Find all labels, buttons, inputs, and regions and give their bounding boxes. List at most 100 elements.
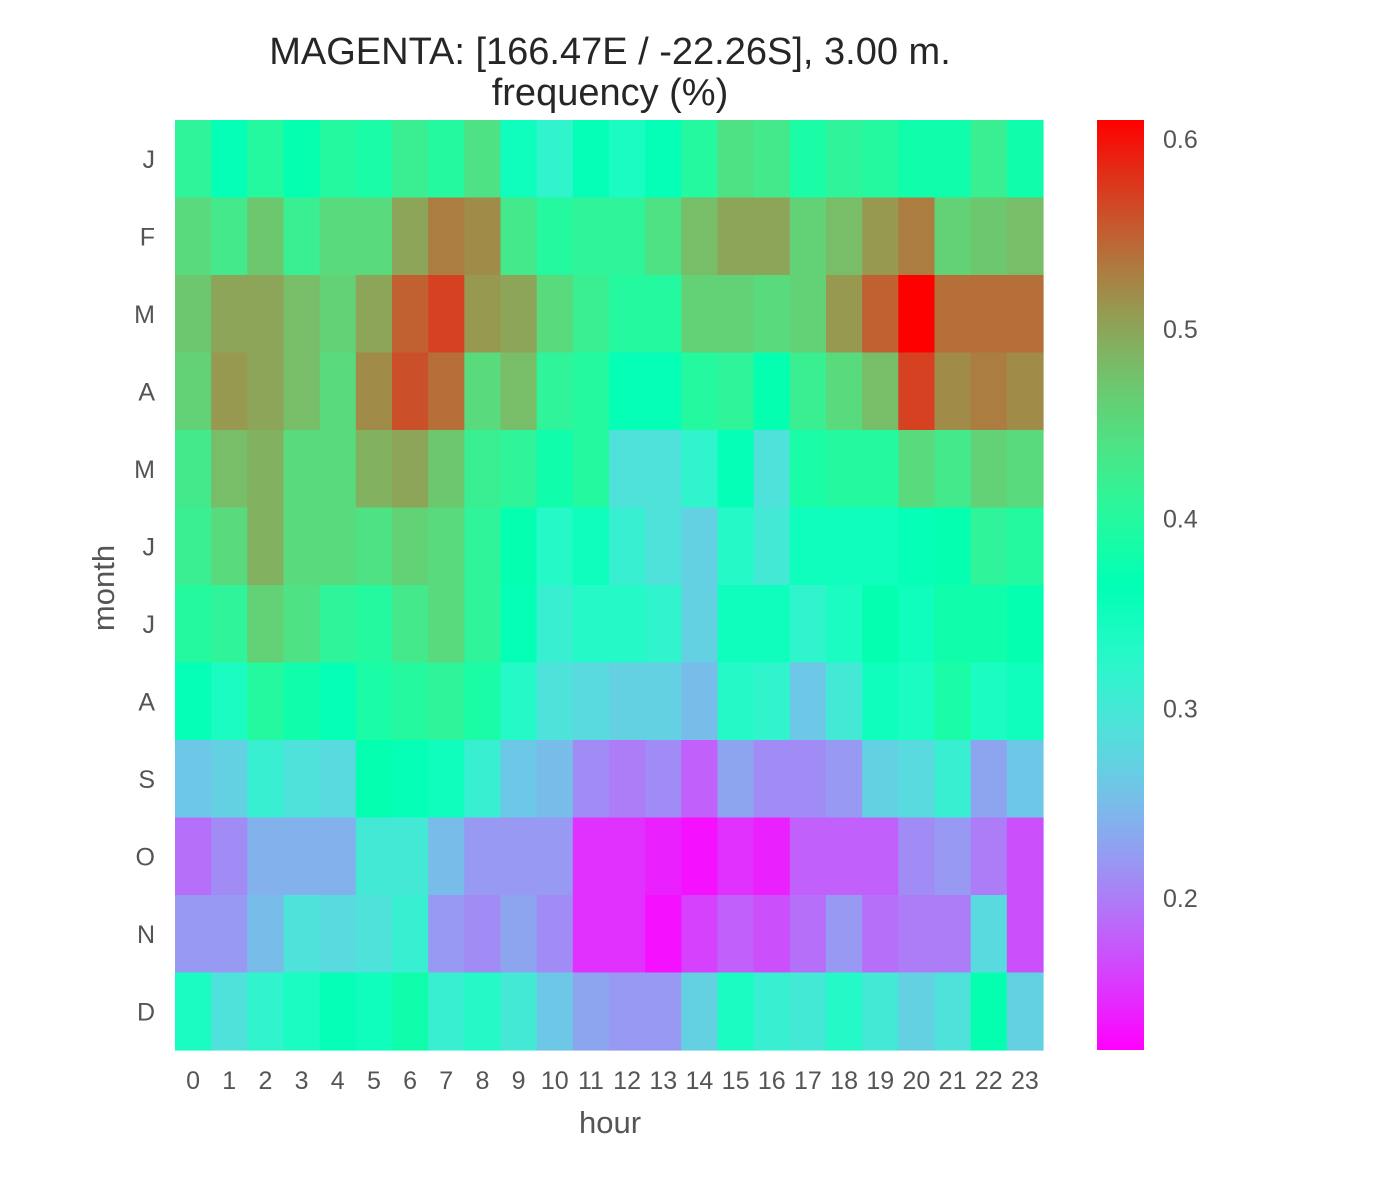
heatmap-cell xyxy=(572,817,610,896)
heatmap-cell xyxy=(319,817,357,896)
heatmap-cell xyxy=(283,352,321,431)
heatmap-cell xyxy=(717,275,755,354)
heatmap-cell xyxy=(211,817,248,896)
heatmap-cell xyxy=(464,817,502,896)
y-tick-label: D xyxy=(137,998,155,1026)
heatmap-cell xyxy=(536,275,574,354)
x-tick-label: 3 xyxy=(295,1067,309,1095)
x-tick-labels: 0 1 2 3 4 5 6 7 8 9 10 11 12 13 14 15 16 17 18 19 20 21 22 23 xyxy=(186,1067,1039,1095)
x-tick-label: 9 xyxy=(512,1067,526,1095)
x-tick-label: 0 xyxy=(186,1067,200,1095)
x-tick-label: 20 xyxy=(903,1067,931,1095)
heatmap-cell xyxy=(536,585,574,664)
heatmap-cell xyxy=(789,197,827,276)
heatmap-cell xyxy=(717,972,755,1051)
heatmap-cell xyxy=(609,120,646,199)
heatmap-cell xyxy=(898,972,936,1051)
heatmap-cell xyxy=(428,352,465,431)
heatmap-cell xyxy=(572,662,610,741)
heatmap-cell xyxy=(175,740,212,819)
heatmap-cell xyxy=(681,895,719,974)
heatmap-cell xyxy=(211,352,248,431)
heatmap-cell xyxy=(1006,895,1044,974)
chart-title: MAGENTA: [166.47E / -22.26S], 3.00 m. xyxy=(269,31,951,73)
heatmap-cell xyxy=(862,972,899,1051)
heatmap-cell xyxy=(717,197,755,276)
heatmap-cell xyxy=(211,972,248,1051)
heatmap-cell xyxy=(355,275,393,354)
heatmap-cell xyxy=(717,120,755,199)
y-tick-label: J xyxy=(143,146,156,174)
heatmap-cell xyxy=(175,662,212,741)
heatmap-cell xyxy=(464,275,502,354)
heatmap-cell xyxy=(428,817,465,896)
heatmap-cell xyxy=(898,120,936,199)
heatmap-cell xyxy=(970,275,1008,354)
heatmap-cell xyxy=(609,585,646,664)
heatmap-cell xyxy=(862,120,899,199)
heatmap-cell xyxy=(283,817,321,896)
heatmap-cell xyxy=(319,740,357,819)
y-tick-labels: J F M A M J J A S O N D xyxy=(134,146,155,1027)
heatmap-cell xyxy=(355,817,393,896)
heatmap-cell xyxy=(247,817,285,896)
heatmap-cell xyxy=(789,972,827,1051)
heatmap-cell xyxy=(500,740,538,819)
heatmap-cell xyxy=(681,275,719,354)
x-tick-label: 2 xyxy=(258,1067,272,1095)
heatmap-cell xyxy=(175,275,212,354)
heatmap-cell xyxy=(789,662,827,741)
heatmap-cell xyxy=(862,430,899,509)
heatmap-cell xyxy=(681,507,719,586)
heatmap-cell xyxy=(319,352,357,431)
heatmap-cell xyxy=(500,352,538,431)
heatmap-cell xyxy=(428,662,465,741)
heatmap-cell xyxy=(536,507,574,586)
heatmap-cell xyxy=(753,197,791,276)
x-tick-label: 8 xyxy=(475,1067,489,1095)
heatmap-cell xyxy=(1006,197,1044,276)
heatmap-cell xyxy=(464,972,502,1051)
heatmap-cell xyxy=(355,740,393,819)
heatmap-cell xyxy=(681,120,719,199)
y-tick-label: M xyxy=(134,456,155,484)
heatmap-cell xyxy=(355,197,393,276)
colorbar-tick-label: 0.6 xyxy=(1163,126,1198,154)
heatmap-cell xyxy=(572,352,610,431)
heatmap-cell xyxy=(970,430,1008,509)
heatmap-cell xyxy=(898,740,936,819)
heatmap-cell xyxy=(898,352,936,431)
colorbar-tick-label: 0.2 xyxy=(1163,885,1198,913)
heatmap-cell xyxy=(572,972,610,1051)
heatmap-cell xyxy=(247,740,285,819)
heatmap-cell xyxy=(355,507,393,586)
heatmap-cell xyxy=(392,817,429,896)
heatmap-cell xyxy=(753,352,791,431)
heatmap-cell xyxy=(862,662,899,741)
heatmap-cell xyxy=(645,972,682,1051)
heatmap-cell xyxy=(753,817,791,896)
chart-subtitle: frequency (%) xyxy=(492,72,729,114)
heatmap-cell xyxy=(970,507,1008,586)
heatmap-cell xyxy=(681,430,719,509)
heatmap-cell xyxy=(862,817,899,896)
heatmap-cell xyxy=(428,507,465,586)
heatmap-cell xyxy=(717,817,755,896)
heatmap-cell xyxy=(826,895,863,974)
heatmap-cell xyxy=(464,120,502,199)
heatmap-cell xyxy=(175,430,212,509)
heatmap-cell xyxy=(609,197,646,276)
heatmap-cell xyxy=(789,817,827,896)
heatmap-cell xyxy=(536,430,574,509)
heatmap-cell xyxy=(1006,817,1044,896)
heatmap-cell xyxy=(572,120,610,199)
heatmap-cell xyxy=(789,120,827,199)
heatmap-cell xyxy=(1006,585,1044,664)
heatmap-cell xyxy=(319,275,357,354)
heatmap-cell xyxy=(392,662,429,741)
heatmap-cell xyxy=(645,585,682,664)
heatmap-cell xyxy=(717,740,755,819)
heatmap-cell xyxy=(826,740,863,819)
heatmap-cell xyxy=(645,740,682,819)
